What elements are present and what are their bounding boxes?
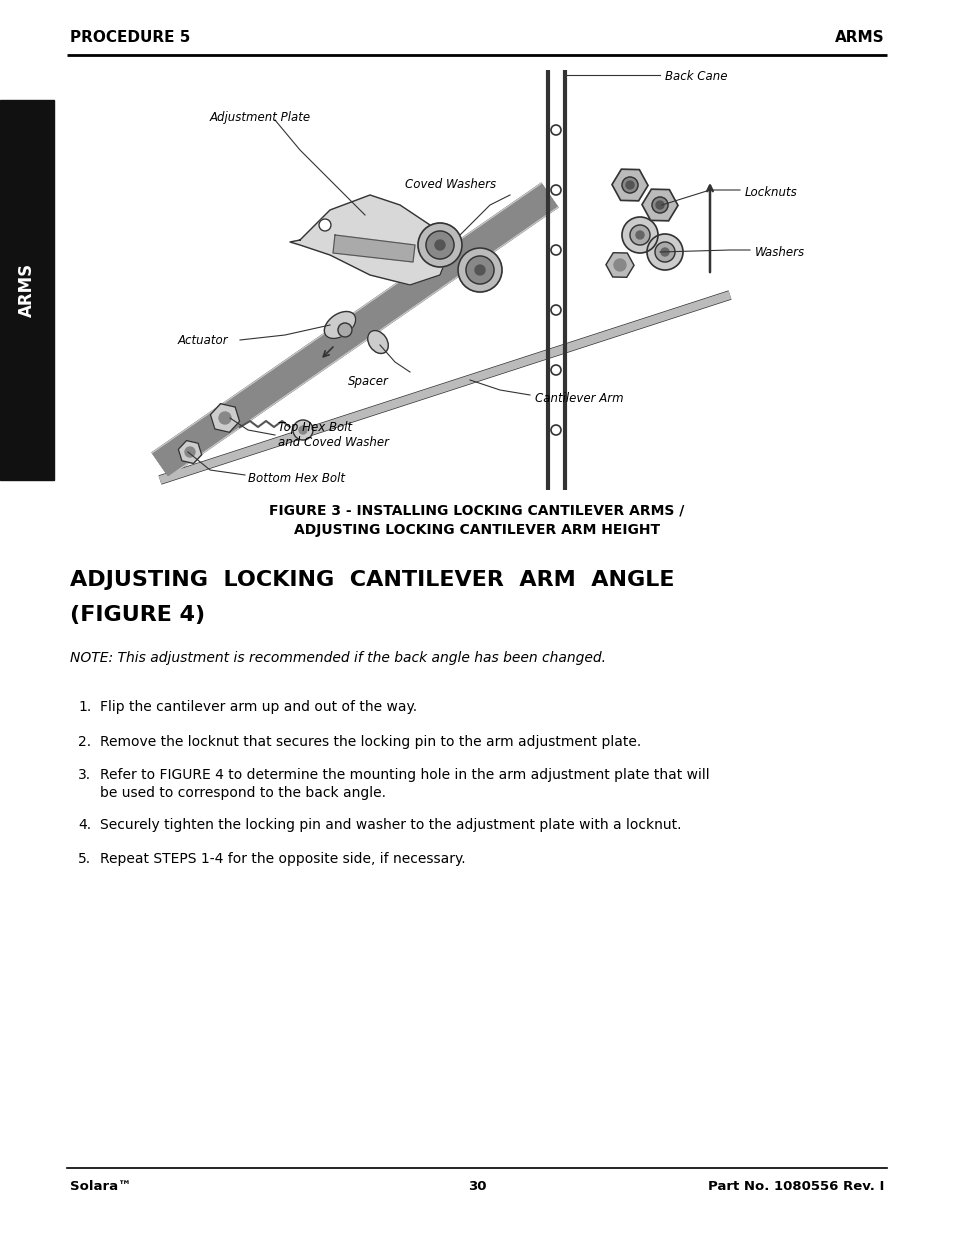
Circle shape [646, 233, 682, 270]
Circle shape [457, 248, 501, 291]
Text: Spacer: Spacer [348, 375, 389, 389]
Circle shape [417, 224, 461, 267]
Text: 4.: 4. [78, 818, 91, 832]
Text: Remove the locknut that secures the locking pin to the arm adjustment plate.: Remove the locknut that secures the lock… [100, 735, 640, 748]
Text: ARMS: ARMS [835, 31, 884, 46]
Circle shape [318, 219, 331, 231]
Text: ADJUSTING  LOCKING  CANTILEVER  ARM  ANGLE: ADJUSTING LOCKING CANTILEVER ARM ANGLE [70, 571, 674, 590]
Text: 30: 30 [467, 1181, 486, 1193]
Text: 1.: 1. [78, 700, 91, 714]
Text: Coved Washers: Coved Washers [405, 179, 496, 191]
Text: Actuator: Actuator [178, 333, 229, 347]
Text: NOTE: This adjustment is recommended if the back angle has been changed.: NOTE: This adjustment is recommended if … [70, 651, 605, 664]
Text: Cantilever Arm: Cantilever Arm [535, 391, 623, 405]
Text: Repeat STEPS 1-4 for the opposite side, if necessary.: Repeat STEPS 1-4 for the opposite side, … [100, 852, 465, 866]
Text: 2.: 2. [78, 735, 91, 748]
Text: be used to correspond to the back angle.: be used to correspond to the back angle. [100, 785, 386, 800]
Circle shape [651, 198, 667, 212]
Text: Top Hex Bolt: Top Hex Bolt [277, 421, 352, 435]
Circle shape [656, 201, 663, 209]
Circle shape [625, 182, 634, 189]
Text: Back Cane: Back Cane [664, 70, 727, 84]
Circle shape [551, 366, 560, 375]
Text: Refer to FIGURE 4 to determine the mounting hole in the arm adjustment plate tha: Refer to FIGURE 4 to determine the mount… [100, 768, 709, 782]
Text: Part No. 1080556 Rev. I: Part No. 1080556 Rev. I [707, 1181, 883, 1193]
Text: 5.: 5. [78, 852, 91, 866]
Text: Adjustment Plate: Adjustment Plate [210, 111, 311, 125]
Circle shape [219, 412, 231, 424]
Circle shape [629, 225, 649, 245]
Circle shape [655, 242, 675, 262]
Circle shape [551, 245, 560, 254]
Circle shape [465, 256, 494, 284]
Text: and Coved Washer: and Coved Washer [277, 436, 389, 448]
Circle shape [636, 231, 643, 240]
Circle shape [551, 425, 560, 435]
Circle shape [614, 259, 625, 270]
Text: (FIGURE 4): (FIGURE 4) [70, 605, 205, 625]
Text: FIGURE 3 - INSTALLING LOCKING CANTILEVER ARMS /: FIGURE 3 - INSTALLING LOCKING CANTILEVER… [269, 503, 684, 517]
Text: ADJUSTING LOCKING CANTILEVER ARM HEIGHT: ADJUSTING LOCKING CANTILEVER ARM HEIGHT [294, 522, 659, 537]
Text: Securely tighten the locking pin and washer to the adjustment plate with a lockn: Securely tighten the locking pin and was… [100, 818, 680, 832]
Bar [0, 100, 54, 480]
Circle shape [475, 266, 484, 275]
Text: Bottom Hex Bolt: Bottom Hex Bolt [248, 472, 345, 484]
Circle shape [426, 231, 454, 259]
Circle shape [621, 177, 638, 193]
Polygon shape [290, 195, 450, 285]
Text: 3.: 3. [78, 768, 91, 782]
Text: PROCEDURE 5: PROCEDURE 5 [70, 31, 191, 46]
Text: Flip the cantilever arm up and out of the way.: Flip the cantilever arm up and out of th… [100, 700, 416, 714]
Ellipse shape [324, 311, 355, 338]
Circle shape [551, 305, 560, 315]
Text: Washers: Washers [754, 246, 804, 258]
Text: ARMS: ARMS [18, 263, 36, 317]
Circle shape [298, 426, 307, 433]
Ellipse shape [367, 331, 388, 353]
Circle shape [337, 324, 352, 337]
Circle shape [293, 420, 313, 440]
Circle shape [551, 185, 560, 195]
Polygon shape [333, 235, 415, 262]
Text: Solara™: Solara™ [70, 1181, 132, 1193]
Circle shape [435, 240, 444, 249]
Circle shape [621, 217, 658, 253]
Circle shape [660, 248, 668, 256]
Circle shape [185, 447, 194, 457]
Circle shape [551, 125, 560, 135]
Text: Locknuts: Locknuts [744, 185, 797, 199]
Circle shape [434, 232, 446, 245]
